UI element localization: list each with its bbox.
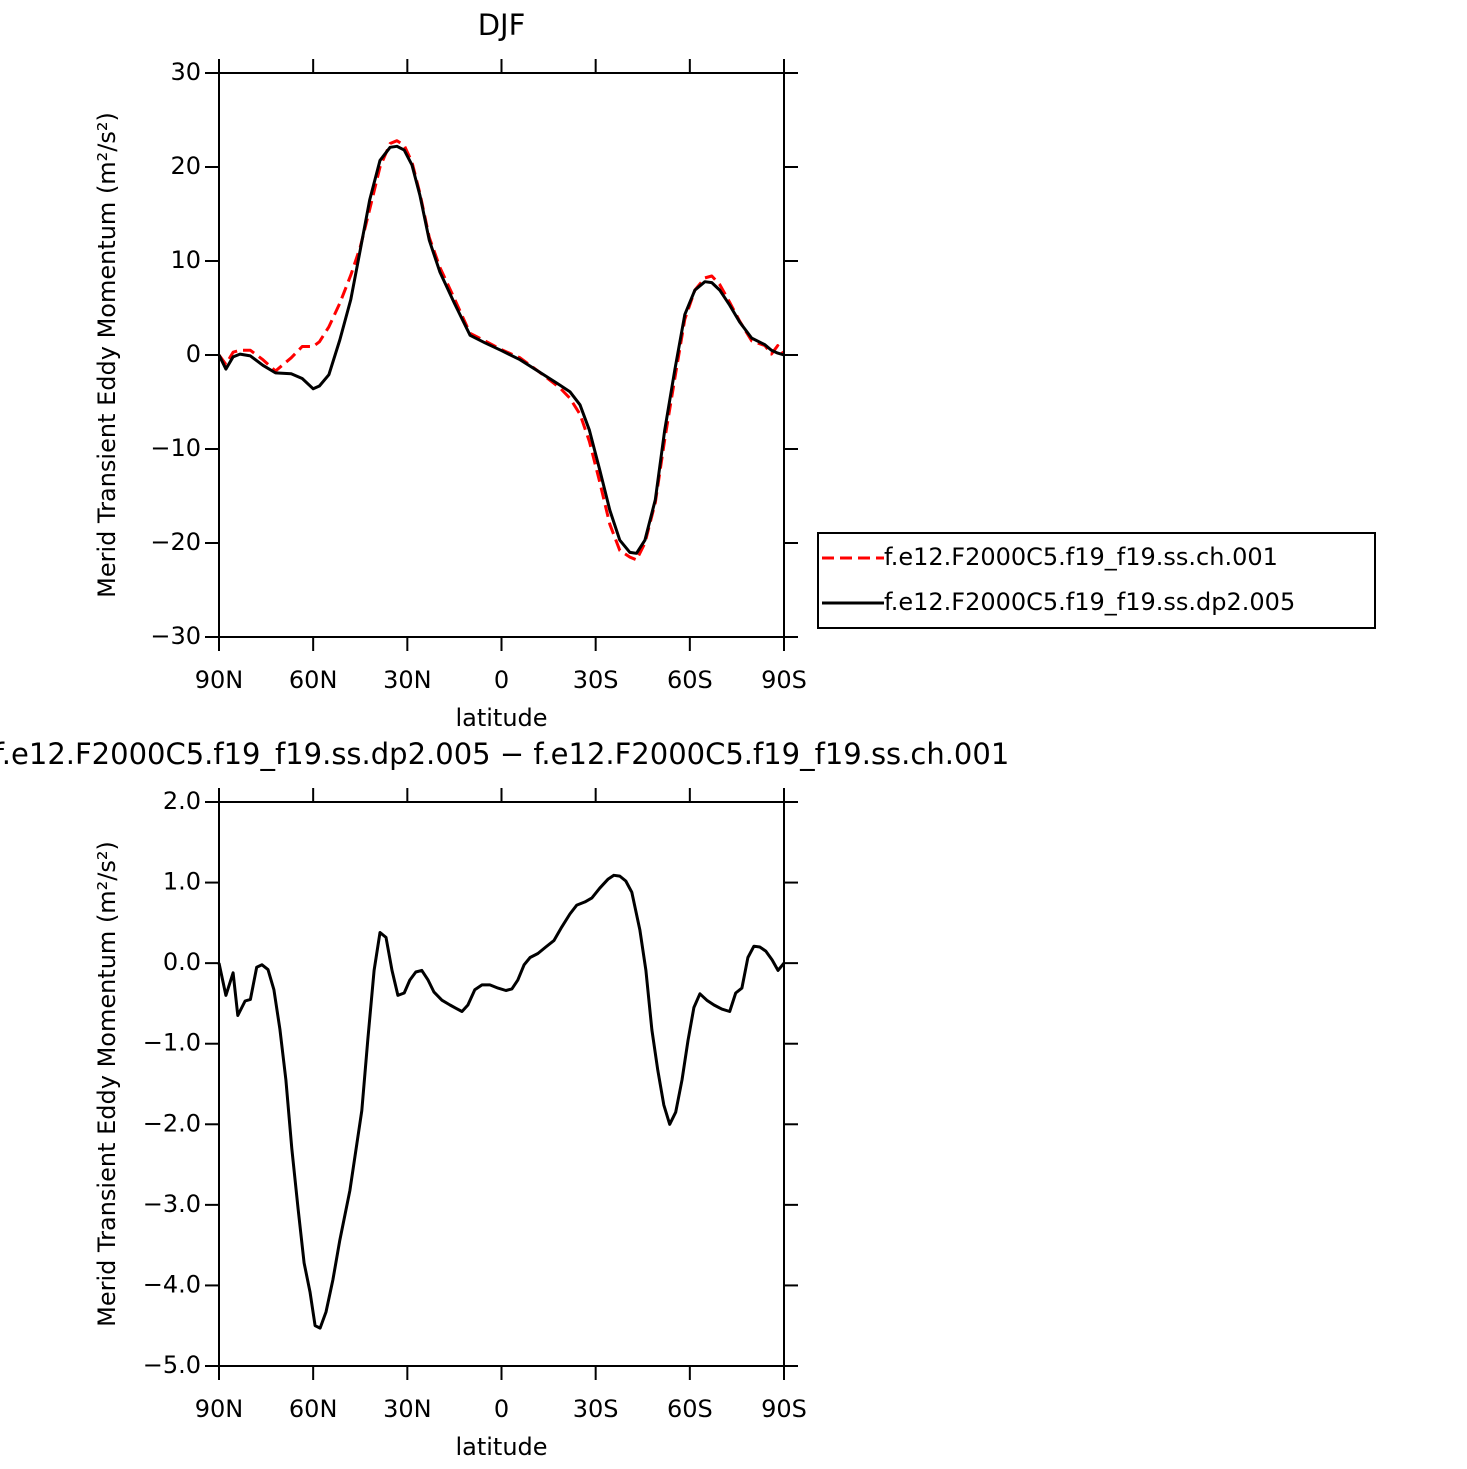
y-tick-label: −10: [150, 434, 201, 462]
legend-label: f.e12.F2000C5.f19_f19.ss.ch.001: [884, 543, 1278, 571]
y-tick-label: 1.0: [163, 868, 201, 896]
x-tick-label: 60N: [289, 666, 338, 694]
x-tick-label: 90S: [761, 666, 807, 694]
data-line: [217, 144, 785, 555]
legend-box: [817, 532, 1376, 629]
chart-title: f.e12.F2000C5.f19_f19.ss.dp2.005 − f.e12…: [0, 737, 1009, 771]
y-tick-label: −5.0: [143, 1351, 201, 1379]
y-tick-label: 30: [170, 58, 201, 86]
y-tick-label: −30: [150, 622, 201, 650]
x-tick-label: 0: [494, 666, 509, 694]
legend-label: f.e12.F2000C5.f19_f19.ss.dp2.005: [884, 588, 1295, 616]
x-axis-label: latitude: [455, 1433, 547, 1461]
x-tick-label: 90N: [195, 1395, 244, 1423]
plot-frame: [218, 72, 785, 638]
y-tick-label: −20: [150, 528, 201, 556]
x-tick-label: 30S: [573, 1395, 619, 1423]
x-tick-label: 30N: [383, 666, 432, 694]
y-tick-label: 20: [170, 152, 201, 180]
y-tick-label: 10: [170, 246, 201, 274]
y-axis-label: Merid Transient Eddy Momentum (m²/s²): [93, 112, 121, 598]
y-tick-label: −2.0: [143, 1109, 201, 1137]
y-tick-label: −1.0: [143, 1029, 201, 1057]
y-tick-label: 0: [186, 340, 201, 368]
y-tick-label: 2.0: [163, 787, 201, 815]
x-tick-label: 60N: [289, 1395, 338, 1423]
data-line: [217, 873, 786, 1330]
x-axis-label: latitude: [455, 704, 547, 732]
chart-title: DJF: [478, 8, 526, 42]
y-tick-label: 0.0: [163, 948, 201, 976]
y-axis-label: Merid Transient Eddy Momentum (m²/s²): [93, 841, 121, 1327]
x-tick-label: 30N: [383, 1395, 432, 1423]
x-tick-label: 90S: [761, 1395, 807, 1423]
x-tick-label: 30S: [573, 666, 619, 694]
plot-frame: [218, 801, 785, 1367]
x-tick-label: 0: [494, 1395, 509, 1423]
y-tick-label: −3.0: [143, 1190, 201, 1218]
y-tick-label: −4.0: [143, 1270, 201, 1298]
x-tick-label: 90N: [195, 666, 244, 694]
x-tick-label: 60S: [667, 666, 713, 694]
x-tick-label: 60S: [667, 1395, 713, 1423]
